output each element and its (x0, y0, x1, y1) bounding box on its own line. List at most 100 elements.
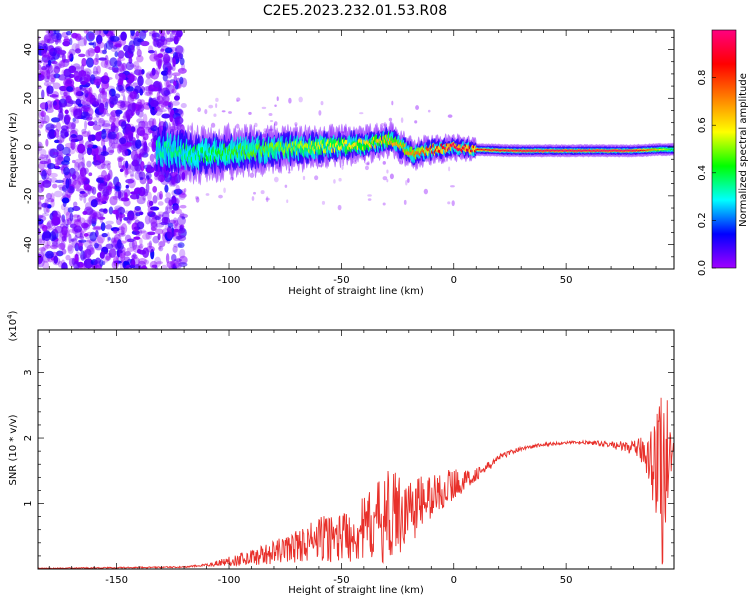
noise-blob (61, 160, 70, 166)
noise-blob (80, 222, 89, 229)
noise-blob (148, 240, 153, 249)
noise-blob (118, 232, 126, 237)
noise-blob (110, 142, 120, 149)
noise-blob (67, 245, 74, 254)
noise-blob (120, 197, 130, 202)
noise-blob (158, 35, 163, 40)
noise-blob (38, 247, 47, 252)
noise-blob (160, 38, 168, 45)
noise-blob (118, 248, 123, 258)
noise-blob (74, 234, 78, 241)
noise-blob (162, 101, 171, 106)
noise-blob (51, 241, 59, 248)
noise-blob (450, 185, 455, 188)
noise-blob (127, 177, 136, 189)
noise-blob (75, 251, 81, 257)
noise-blob (115, 181, 121, 187)
noise-blob (39, 102, 48, 110)
noise-blob (67, 51, 74, 59)
noise-blob (87, 134, 93, 142)
noise-blob (125, 160, 129, 169)
noise-blob (62, 146, 71, 156)
x-tick-label: 50 (560, 575, 573, 586)
noise-blob (104, 59, 112, 69)
noise-blob (41, 71, 45, 76)
noise-blob (66, 194, 72, 198)
noise-blob (61, 214, 66, 223)
figure-title: C2E5.2023.232.01.53.R08 (263, 3, 447, 19)
noise-blob (261, 106, 267, 110)
noise-blob (100, 222, 106, 232)
noise-blob (92, 264, 102, 269)
noise-blob (72, 214, 80, 218)
noise-blob (79, 167, 87, 177)
noise-blob (47, 45, 55, 53)
noise-blob (338, 177, 342, 182)
noise-blob (101, 233, 108, 238)
noise-blob (46, 104, 53, 110)
noise-blob (172, 180, 176, 187)
noise-blob (102, 119, 111, 131)
noise-blob (171, 263, 177, 267)
noise-blob (236, 97, 241, 102)
noise-blob (158, 246, 162, 250)
noise-blob (155, 228, 164, 235)
noise-blob (141, 233, 151, 240)
noise-blob (89, 97, 99, 105)
noise-blob (125, 109, 134, 120)
noise-blob (99, 90, 108, 96)
noise-blob (96, 195, 104, 206)
noise-blob (61, 262, 68, 269)
noise-blob (77, 263, 87, 269)
noise-blob (82, 68, 92, 77)
noise-blob (236, 99, 239, 102)
noise-blob (83, 30, 88, 34)
noise-blob (162, 53, 171, 64)
noise-blob (87, 121, 95, 127)
noise-blob (365, 162, 370, 165)
noise-blob (118, 157, 123, 169)
noise-blob (314, 175, 319, 181)
noise-blob (171, 30, 176, 35)
noise-blob (38, 124, 43, 129)
noise-blob (128, 72, 135, 82)
noise-blob (86, 30, 90, 36)
noise-blob (92, 70, 100, 74)
noise-blob (213, 113, 217, 117)
noise-blob (119, 168, 124, 173)
noise-blob (129, 90, 138, 102)
noise-blob (110, 35, 120, 42)
noise-blob (59, 223, 66, 229)
noise-blob (133, 236, 141, 240)
noise-blob (118, 73, 126, 82)
noise-blob (382, 176, 388, 181)
noise-blob (150, 125, 158, 132)
noise-blob (53, 65, 61, 74)
noise-blob (156, 261, 163, 265)
noise-blob (103, 30, 109, 35)
noise-blob (51, 60, 58, 65)
noise-blob (97, 177, 105, 184)
noise-blob (104, 101, 109, 111)
noise-blob (106, 231, 110, 243)
noise-blob (69, 53, 74, 62)
noise-blob (89, 97, 95, 103)
noise-blob (46, 68, 51, 80)
noise-blob (68, 233, 72, 244)
noise-blob (39, 149, 47, 157)
noise-blob (54, 179, 65, 183)
noise-blob (171, 100, 180, 106)
noise-blob (160, 264, 168, 269)
noise-blob (159, 240, 166, 247)
noise-blob (75, 188, 85, 192)
noise-blob (195, 195, 199, 200)
noise-blob (88, 216, 92, 225)
noise-blob (124, 210, 130, 215)
noise-blob (58, 242, 66, 250)
noise-blob (367, 198, 372, 201)
noise-blob (66, 86, 74, 92)
noise-blob (84, 202, 92, 211)
noise-blob (39, 154, 46, 160)
noise-blob (164, 80, 170, 88)
noise-blob (63, 114, 71, 125)
